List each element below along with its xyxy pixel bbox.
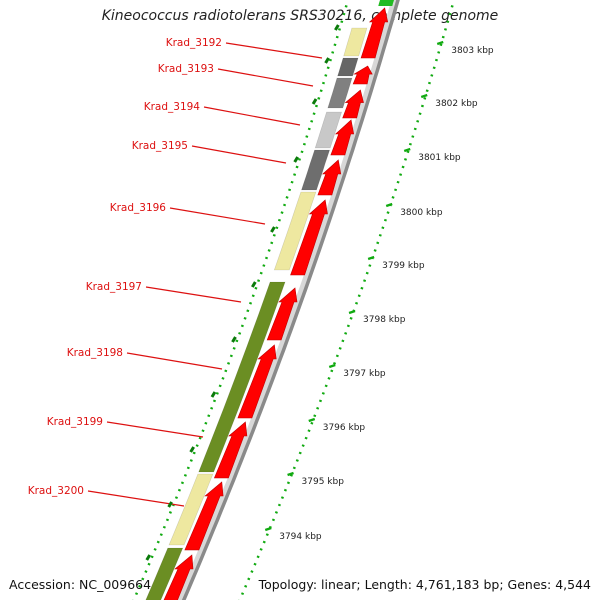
ruler-minor-dash xyxy=(324,57,330,64)
reverse-gene-block xyxy=(301,149,331,191)
ruler-minor-dash xyxy=(231,336,237,343)
reverse-gene-block xyxy=(343,27,368,57)
gene-leader-line xyxy=(203,106,301,126)
reverse-gene-block xyxy=(327,77,353,109)
gene-leader-line xyxy=(145,286,242,303)
kbp-tick-mark xyxy=(308,417,316,423)
backbone-line xyxy=(181,0,400,600)
gene-leader-line xyxy=(87,490,185,507)
accession-text: Accession: NC_009664 xyxy=(9,577,152,592)
forward-gene-arrow xyxy=(266,287,298,341)
genome-title: Kineococcus radiotolerans SRS30216, comp… xyxy=(101,8,499,24)
kbp-tick-label: 3802 kbp xyxy=(435,99,478,109)
kbp-tick-mark xyxy=(367,255,375,261)
reverse-gene-block xyxy=(198,281,286,473)
ruler-minor-dash xyxy=(189,446,195,453)
forward-gene-arrow xyxy=(213,421,248,479)
gene-label: Krad_3200 xyxy=(28,485,84,497)
kbp-tick-label: 3803 kbp xyxy=(451,46,494,56)
kbp-tick-mark xyxy=(420,93,428,99)
kbp-tick-label: 3794 kbp xyxy=(279,532,322,542)
forward-gene-arrow xyxy=(317,159,342,196)
reverse-gene-block xyxy=(145,547,184,600)
gene-label: Krad_3196 xyxy=(110,202,167,214)
kbp-tick-label: 3798 kbp xyxy=(363,315,406,325)
gene-label: Krad_3193 xyxy=(158,63,214,75)
kbp-tick-label: 3795 kbp xyxy=(302,477,345,487)
forward-gene-arrow xyxy=(342,89,364,119)
gene-leader-line xyxy=(217,68,314,87)
kbp-tick-label: 3800 kbp xyxy=(400,208,443,218)
reverse-gene-block xyxy=(337,57,359,77)
kbp-tick-mark xyxy=(328,363,336,369)
gene-label: Krad_3195 xyxy=(132,140,188,152)
forward-gene-arrow xyxy=(184,481,224,551)
kbp-tick-mark xyxy=(348,309,356,315)
kbp-tick-mark xyxy=(436,40,444,46)
topology-text: Topology: linear; Length: 4,761,183 bp; … xyxy=(258,577,591,592)
gene-leader-line xyxy=(169,207,266,225)
gene-label: Krad_3192 xyxy=(166,37,222,49)
gene-leader-line xyxy=(106,421,204,438)
kbp-tick-label: 3801 kbp xyxy=(418,153,461,163)
ruler-minor-dash xyxy=(145,554,152,561)
reverse-gene-block xyxy=(273,191,317,271)
kbp-tick-label: 3796 kbp xyxy=(323,423,366,433)
ruler-minor-dash xyxy=(293,156,299,163)
gene-leader-line xyxy=(191,145,287,164)
reverse-gene-block xyxy=(168,473,214,546)
kbp-tick-label: 3797 kbp xyxy=(343,369,386,379)
ruler-minor-dash xyxy=(167,501,173,508)
ruler-minor-dash xyxy=(270,226,276,233)
backbone-shadow xyxy=(177,0,397,600)
gene-label: Krad_3197 xyxy=(86,281,142,293)
gene-label: Krad_3194 xyxy=(144,101,201,113)
kbp-tick-label: 3799 kbp xyxy=(382,261,425,271)
forward-gene-arrow xyxy=(163,554,194,600)
gene-label: Krad_3198 xyxy=(67,347,123,359)
ruler-minor-dash xyxy=(311,98,318,105)
reverse-gene-block xyxy=(314,111,343,149)
forward-gene-arrow xyxy=(330,119,355,156)
forward-gene-arrow xyxy=(237,344,277,419)
ruler-left-dots xyxy=(132,0,350,600)
forward-gene-arrow xyxy=(290,199,328,276)
kbp-tick-mark xyxy=(264,526,272,532)
forward-gene-block xyxy=(378,0,395,6)
kbp-tick-mark xyxy=(385,202,393,208)
gene-leader-line xyxy=(126,352,223,370)
forward-gene-arrow xyxy=(360,7,389,59)
gene-leader-line xyxy=(225,42,323,59)
forward-gene-arrow xyxy=(352,65,373,85)
ruler-minor-dash xyxy=(251,281,257,288)
kbp-tick-mark xyxy=(287,471,294,477)
ruler-minor-dash xyxy=(210,391,217,398)
kbp-tick-mark xyxy=(403,147,411,153)
ruler-minor-dash xyxy=(334,24,340,31)
gene-label: Krad_3199 xyxy=(47,416,103,428)
